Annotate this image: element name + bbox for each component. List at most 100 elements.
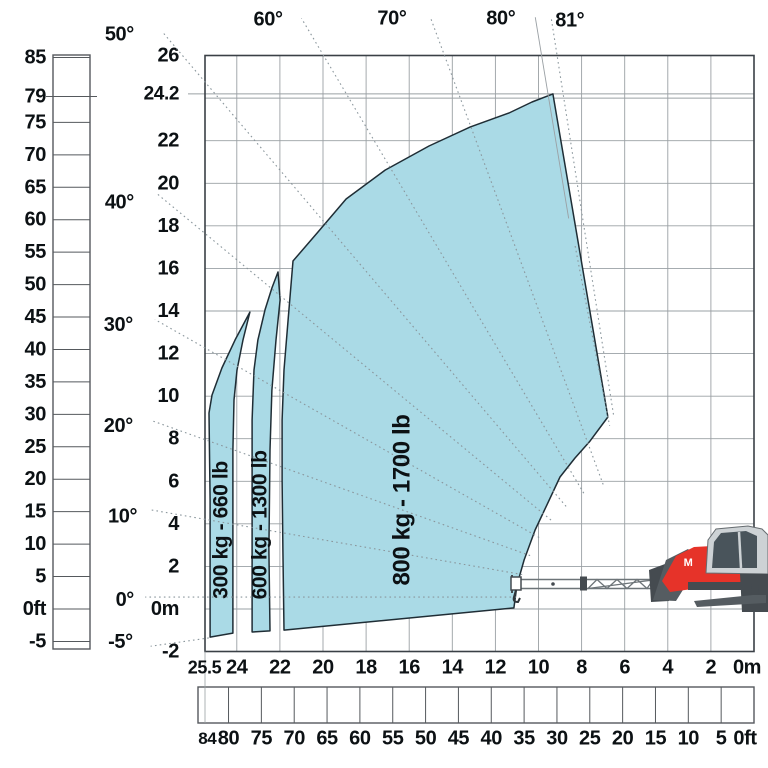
left-meter-axis-label: 24.2 — [144, 83, 179, 104]
boom-angle-label-60: 60° — [254, 8, 283, 30]
boom-angle-label-0: 0° — [116, 589, 135, 611]
left-feet-axis-label: 15 — [25, 501, 47, 523]
telehandler-part — [712, 531, 757, 568]
bottom-meter-axis-label: 6 — [619, 657, 630, 679]
left-feet-axis-label: 40 — [25, 338, 47, 360]
bottom-meter-axis-label: 0m — [733, 657, 761, 679]
bottom-meter-axis-label: 16 — [398, 657, 420, 679]
boom-angle-line-40 — [155, 192, 552, 521]
bottom-meter-axis-label: 12 — [485, 657, 507, 679]
left-meter-axis-label: 16 — [158, 257, 180, 279]
left-feet-ruler-box — [52, 54, 91, 650]
boom-angle-label-80: 80° — [486, 7, 515, 29]
left-feet-axis-label: 55 — [25, 241, 47, 263]
capacity-zone-300kg — [208, 311, 251, 638]
bottom-meter-axis-label: 22 — [269, 657, 291, 679]
boom-angle-label-81: 81° — [555, 9, 584, 31]
bottom-meter-axis-label: 4 — [662, 657, 674, 679]
left-meter-axis-label: 4 — [168, 513, 180, 535]
telehandler-part — [737, 531, 743, 569]
boom-angle-label-30: 30° — [104, 314, 133, 336]
left-meter-axis-label: 26 — [158, 45, 180, 67]
left-meter-axis-label: -2 — [162, 641, 179, 663]
boom-angle-line--5 — [150, 637, 209, 647]
bottom-meter-axis-label: 14 — [442, 657, 465, 679]
left-feet-axis-label: 60 — [25, 209, 47, 231]
telehandler-part — [510, 576, 522, 591]
bottom-feet-axis-label: 0ft — [733, 728, 757, 750]
left-meter-axis-label: 0m — [151, 598, 179, 620]
left-feet-axis-label: 45 — [25, 306, 47, 328]
left-feet-axis-label: 0ft — [23, 598, 47, 620]
bottom-feet-axis-label: 35 — [513, 728, 535, 750]
plot-border — [204, 54, 755, 653]
left-meter-axis-label: 8 — [168, 428, 179, 450]
left-feet-axis-label: 10 — [25, 533, 47, 555]
bottom-feet-axis-label: 5 — [716, 728, 727, 750]
boom-angle-line-60 — [300, 18, 585, 494]
left-feet-axis-label: 75 — [25, 111, 47, 133]
bottom-feet-axis-label: 70 — [283, 728, 305, 750]
left-feet-axis-label: 79 — [25, 85, 47, 107]
bottom-meter-axis-label: 18 — [355, 657, 377, 679]
bottom-meter-axis-label: 20 — [312, 657, 334, 679]
boom-angle-label--5: -5° — [108, 631, 133, 653]
boom-angle-line-30 — [154, 319, 540, 538]
bottom-meter-axis-label: 8 — [576, 657, 587, 679]
boom-angle-label-70: 70° — [377, 7, 406, 29]
bottom-feet-axis-label: 30 — [546, 728, 568, 750]
left-feet-axis-label: 25 — [25, 436, 47, 458]
telehandler-logo-text: M — [684, 557, 693, 569]
bottom-meter-axis-label: 25.5 — [188, 658, 222, 678]
bottom-feet-axis-label: 60 — [349, 728, 371, 750]
telehandler-part — [580, 576, 587, 591]
bottom-meter-axis-label: 2 — [706, 657, 717, 679]
telehandler-part — [694, 595, 766, 607]
boom-angle-label-10: 10° — [108, 505, 137, 527]
capacity-zone-label-300kg: 300 kg - 660 lb — [210, 461, 233, 599]
boom-angle-label-50: 50° — [105, 23, 134, 45]
left-feet-axis-label: -5 — [29, 630, 46, 652]
left-feet-axis-label: 30 — [25, 403, 47, 425]
bottom-feet-axis-label: 15 — [645, 728, 667, 750]
bottom-feet-axis-label: 50 — [415, 728, 437, 750]
capacity-zone-label-800kg: 800 kg - 1700 lb — [389, 414, 416, 585]
boom-angle-label-40: 40° — [105, 191, 134, 213]
capacity-zone-label-600kg: 600 kg - 1300 lb — [249, 450, 272, 599]
bottom-meter-axis-label: 24 — [226, 657, 249, 679]
telehandler-part — [551, 582, 555, 586]
boom-angle-line-80 — [534, 17, 570, 219]
bottom-feet-axis-label: 10 — [678, 728, 700, 750]
bottom-feet-axis-label: 84 — [198, 729, 217, 748]
boom-angle-line-70 — [430, 18, 604, 485]
left-feet-axis-label: 85 — [25, 47, 47, 69]
bottom-feet-axis-label: 80 — [218, 728, 240, 750]
boom-angle-line-80 — [574, 245, 611, 427]
left-meter-axis-label: 2 — [168, 555, 179, 577]
bottom-feet-axis-label: 55 — [382, 728, 404, 750]
left-feet-axis-label: 5 — [35, 566, 46, 588]
left-meter-axis-label: 14 — [158, 300, 181, 322]
left-feet-axis-label: 50 — [25, 274, 47, 296]
telehandler-part — [512, 589, 521, 604]
left-meter-axis-label: 10 — [158, 385, 180, 407]
bottom-meter-axis-label: 10 — [528, 657, 550, 679]
boom-angle-line-10 — [150, 509, 523, 576]
boom-angle-label-20: 20° — [104, 415, 133, 437]
capacity-zone-800kg — [281, 93, 609, 631]
left-meter-axis-label: 12 — [158, 343, 180, 365]
capacity-zone-600kg — [251, 271, 281, 633]
bottom-feet-axis-label: 65 — [316, 728, 338, 750]
left-feet-axis-label: 35 — [25, 371, 47, 393]
bottom-feet-axis-label: 25 — [579, 728, 601, 750]
left-meter-axis-label: 6 — [168, 470, 179, 492]
bottom-feet-axis-label: 75 — [251, 728, 273, 750]
left-meter-axis-label: 20 — [158, 172, 180, 194]
left-feet-axis-label: 65 — [25, 176, 47, 198]
bottom-feet-axis-label: 40 — [481, 728, 503, 750]
telehandler-part — [688, 582, 742, 590]
bottom-feet-ruler-box — [197, 686, 755, 724]
telehandler-part — [586, 578, 655, 590]
